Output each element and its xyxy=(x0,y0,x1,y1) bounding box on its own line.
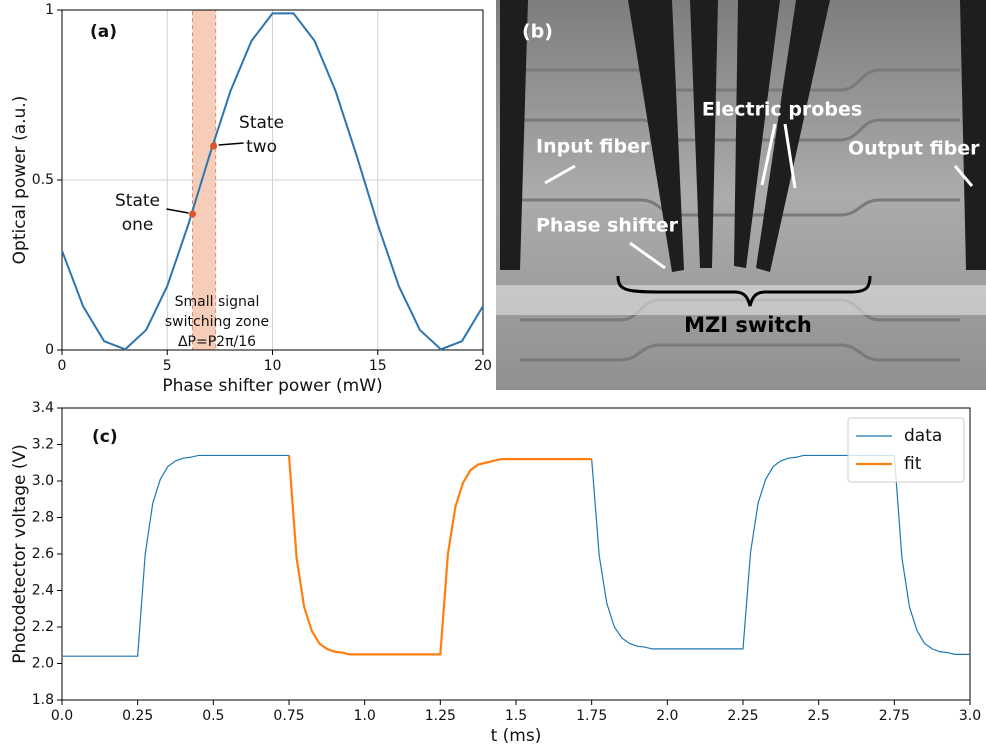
span-annotation: ΔP=P2π/16 xyxy=(178,334,256,350)
x-tick-label: 5 xyxy=(163,358,172,374)
span-annotation: Small signal xyxy=(175,294,260,310)
x-axis-label: Phase shifter power (mW) xyxy=(162,376,382,396)
y-tick-label: 2.2 xyxy=(32,619,54,635)
x-tick-label: 1.0 xyxy=(354,708,376,724)
span-annotation: switching zone xyxy=(165,314,269,330)
x-tick-label: 0.75 xyxy=(273,708,304,724)
x-tick-label: 10 xyxy=(264,358,282,374)
photo-annotation: Phase shifter xyxy=(536,215,679,237)
photo-annotation: Electric probes xyxy=(702,99,862,121)
marker-label: State xyxy=(115,191,160,211)
y-tick-label: 3.4 xyxy=(32,400,54,416)
x-tick-label: 2.25 xyxy=(727,708,758,724)
legend-label: fit xyxy=(904,454,922,474)
x-tick-label: 3.0 xyxy=(959,708,981,724)
y-tick-label: 2.0 xyxy=(32,656,54,672)
y-tick-label: 1.8 xyxy=(32,692,54,708)
x-axis-label: t (ms) xyxy=(491,726,542,746)
x-tick-label: 0 xyxy=(58,358,67,374)
x-tick-label: 1.75 xyxy=(576,708,607,724)
x-tick-label: 2.75 xyxy=(879,708,910,724)
series-line xyxy=(62,454,970,657)
photo-annotation: MZI switch xyxy=(684,313,812,337)
x-tick-label: 15 xyxy=(369,358,387,374)
x-tick-label: 20 xyxy=(474,358,492,374)
y-tick-label: 0.5 xyxy=(32,172,54,188)
photo: (b) Electric probes Input fiber Output f… xyxy=(496,0,986,390)
y-axis-label: Photodetector voltage (V) xyxy=(10,444,30,664)
arrow xyxy=(166,208,189,214)
arrow xyxy=(218,142,244,146)
series-line xyxy=(61,12,484,351)
photo-annotation: Input fiber xyxy=(536,136,650,158)
x-tick-label: 1.5 xyxy=(505,708,527,724)
x-tick-label: 1.25 xyxy=(425,708,456,724)
y-tick-label: 0 xyxy=(45,342,54,358)
x-tick-label: 0.0 xyxy=(51,708,73,724)
x-tick-label: 0.25 xyxy=(122,708,153,724)
marker-label: two xyxy=(246,137,277,157)
panel-label: (b) xyxy=(522,21,553,43)
state-marker xyxy=(189,210,197,218)
marker-label: one xyxy=(122,215,154,235)
plot-frame xyxy=(61,407,971,701)
series-line xyxy=(287,455,592,656)
y-tick-label: 2.8 xyxy=(32,510,54,526)
y-tick-label: 2.4 xyxy=(32,583,54,599)
legend-box xyxy=(847,417,965,483)
x-tick-label: 0.5 xyxy=(202,708,224,724)
light-band xyxy=(496,285,986,315)
x-tick-label: 2.0 xyxy=(656,708,678,724)
brace xyxy=(616,275,872,307)
photo-arrows xyxy=(544,123,974,270)
y-tick-label: 2.6 xyxy=(32,546,54,562)
y-tick-label: 3.0 xyxy=(32,473,54,489)
panel-label: (c) xyxy=(92,427,118,447)
panel-label: (a) xyxy=(90,22,117,42)
y-tick-label: 1 xyxy=(45,2,54,18)
x-tick-label: 2.5 xyxy=(808,708,830,724)
y-tick-label: 3.2 xyxy=(32,437,54,453)
y-axis-label: Optical power (a.u.) xyxy=(10,96,30,265)
photo-annotation: Output fiber xyxy=(848,138,980,160)
plot-frame xyxy=(61,9,484,351)
probes xyxy=(500,0,986,272)
marker-label: State xyxy=(239,113,284,133)
legend-label: data xyxy=(904,426,942,446)
state-marker xyxy=(210,142,218,150)
